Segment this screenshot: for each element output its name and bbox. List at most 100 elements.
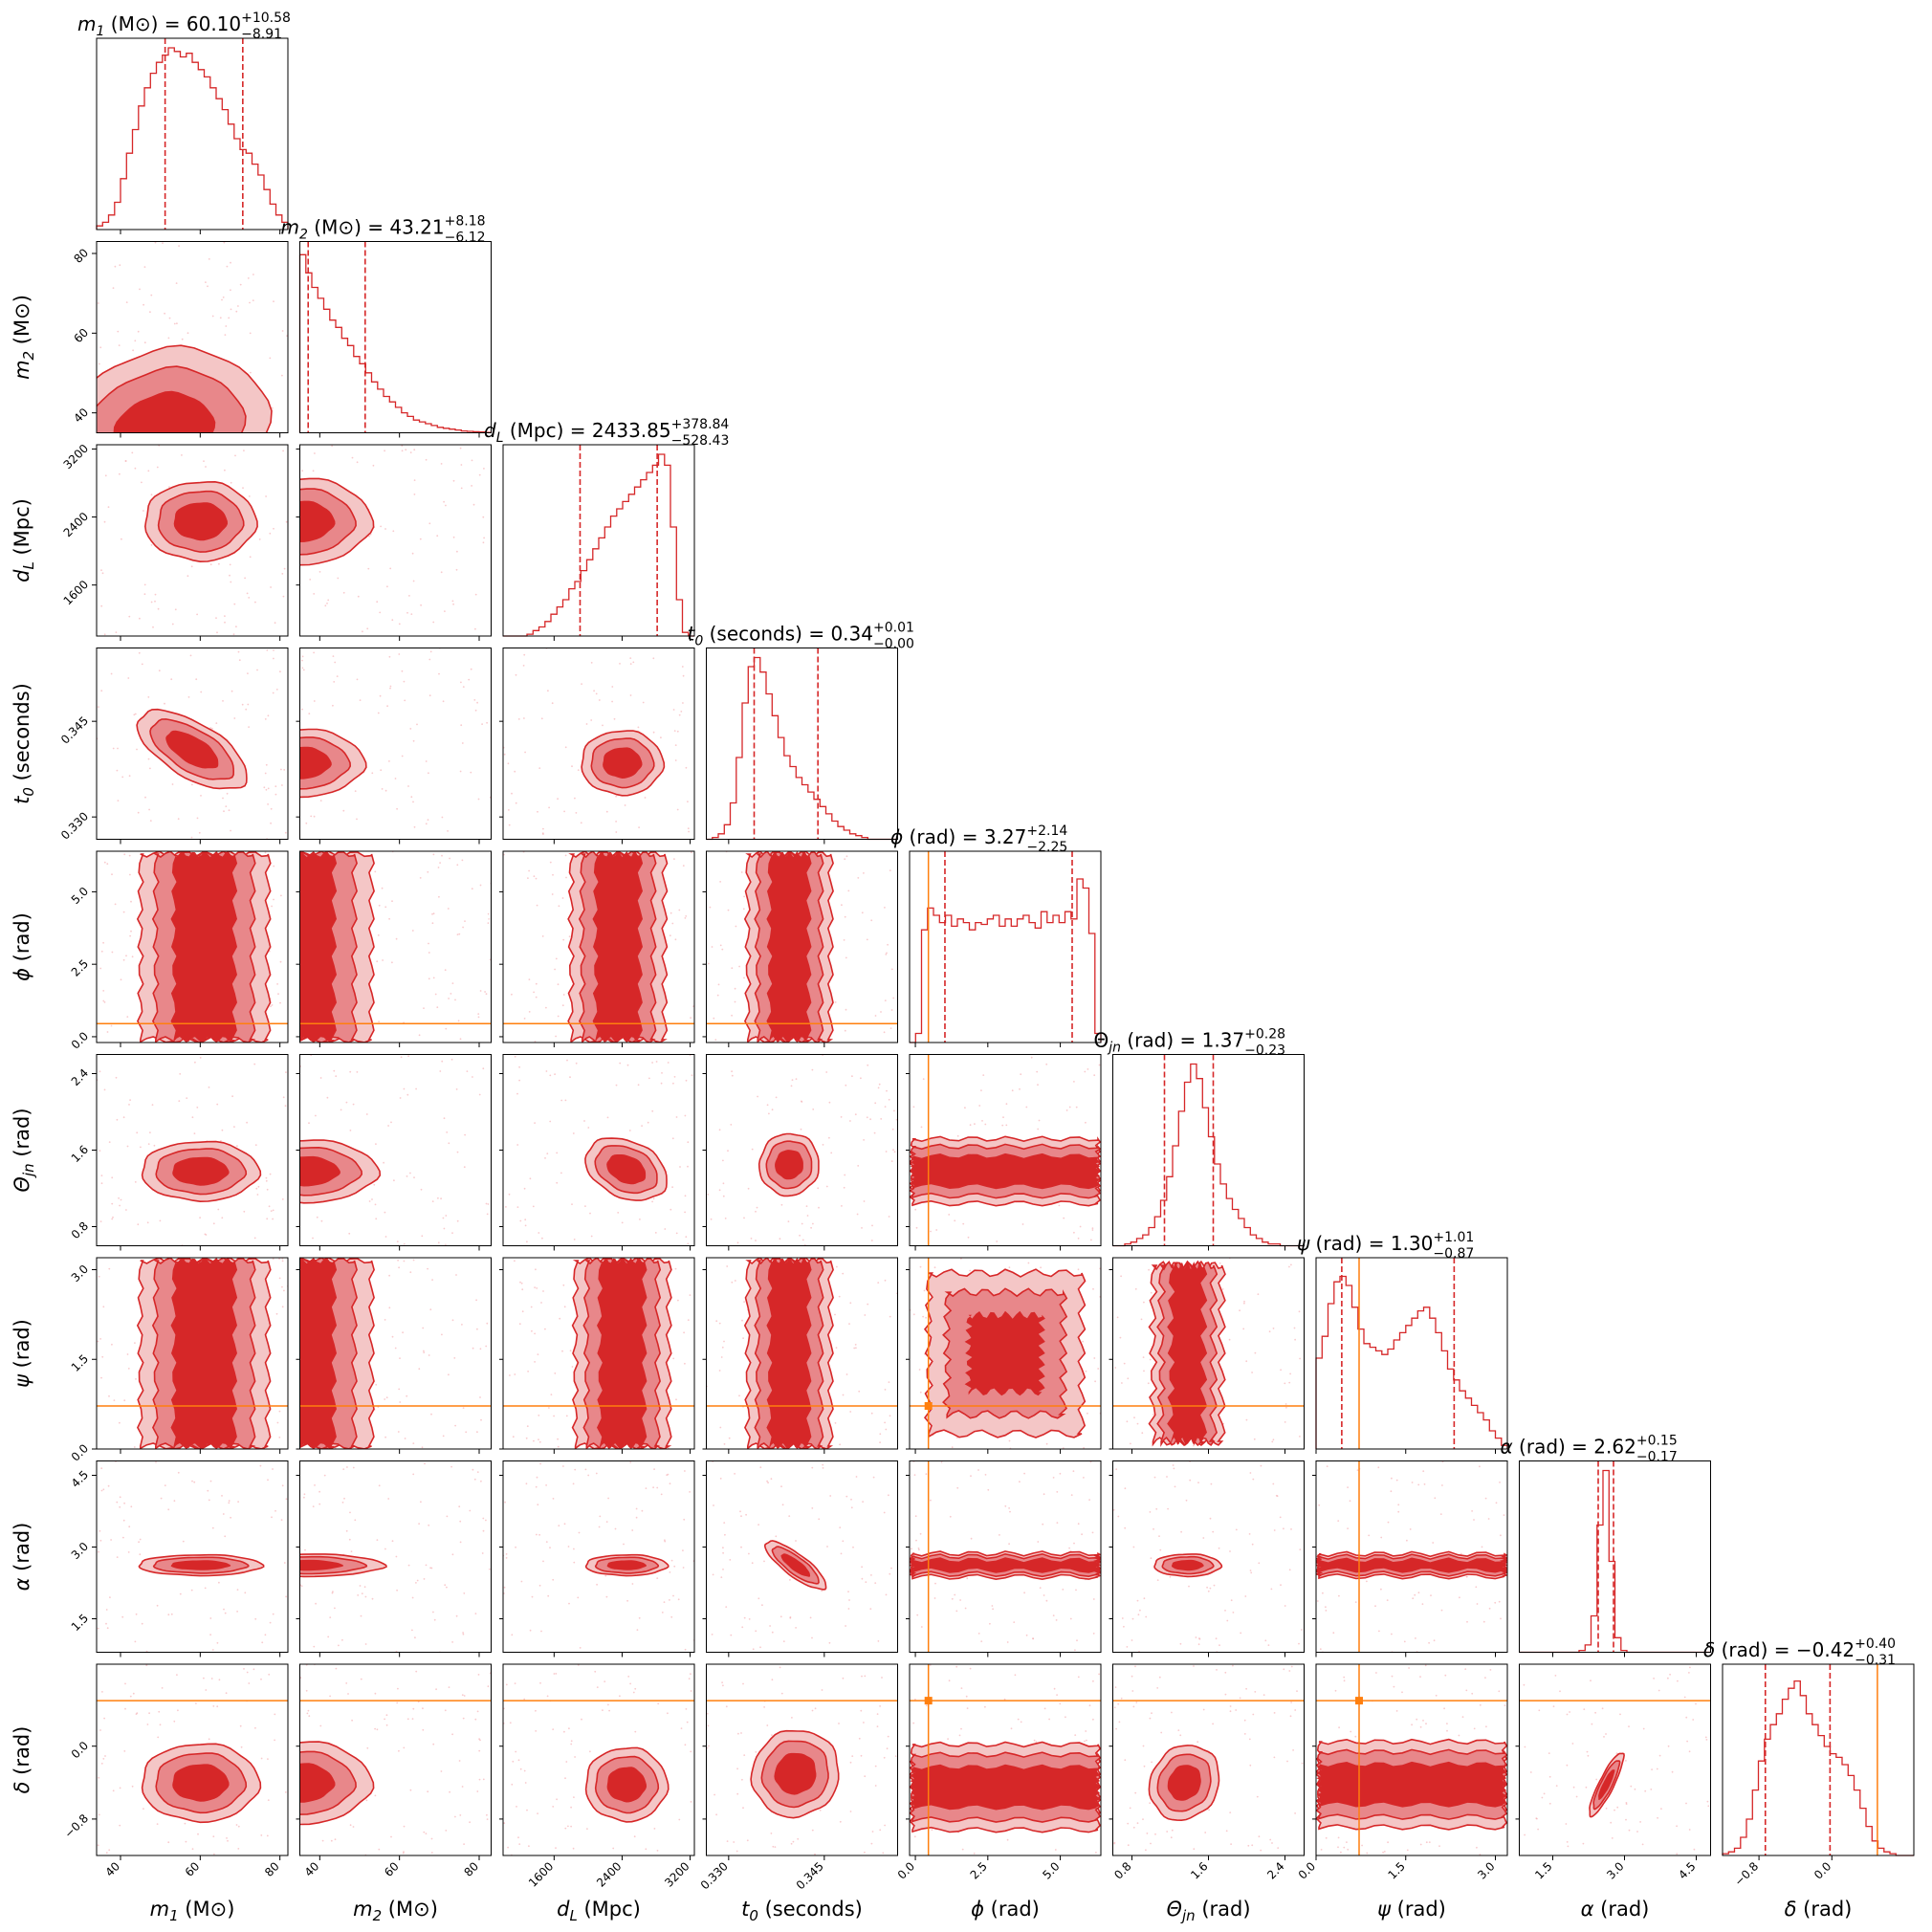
scatter-point (438, 895, 440, 898)
scatter-point (847, 1591, 849, 1592)
scatter-point (836, 1265, 838, 1268)
scatter-point (581, 1718, 582, 1721)
scatter-point (626, 1599, 628, 1602)
scatter-point (1397, 1510, 1400, 1513)
scatter-point (1569, 1711, 1570, 1713)
scatter-point (283, 769, 286, 771)
scatter-point (149, 1131, 151, 1133)
scatter-point (850, 1498, 852, 1501)
scatter-point (589, 1750, 591, 1753)
scatter-point (281, 374, 283, 377)
scatter-point (427, 1267, 428, 1270)
scatter-point (742, 908, 745, 911)
scatter-point (885, 954, 888, 955)
density-contour (910, 1764, 1101, 1811)
scatter-point (884, 1421, 886, 1424)
scatter-point (914, 1208, 917, 1211)
scatter-point (782, 1640, 785, 1642)
scatter-point (406, 1093, 409, 1096)
scatter-point (409, 728, 412, 730)
scatter-point (308, 713, 311, 714)
y-axis-label-4: ϕ (rad) (11, 912, 33, 981)
scatter-point (884, 1389, 887, 1391)
scatter-point (1391, 1633, 1393, 1636)
scatter-point (102, 1488, 105, 1491)
scatter-point (970, 1475, 972, 1478)
scatter-point (835, 1347, 838, 1349)
scatter-point (746, 1839, 749, 1842)
scatter-point (378, 904, 381, 907)
scatter-point (226, 265, 229, 268)
scatter-point (687, 827, 690, 830)
scatter-point (1119, 1336, 1122, 1339)
scatter-point (1180, 1530, 1182, 1533)
scatter-point (1524, 1745, 1526, 1748)
scatter-point (485, 1345, 488, 1348)
scatter-point (205, 466, 207, 468)
scatter-point (549, 861, 552, 864)
scatter-point (462, 1407, 465, 1409)
scatter-point (877, 1640, 880, 1642)
scatter-point (269, 1173, 272, 1175)
scatter-point (825, 1185, 828, 1188)
scatter-point (1294, 1812, 1296, 1814)
scatter-point (1343, 1680, 1346, 1682)
scatter-point (428, 942, 429, 945)
scatter-point (849, 1761, 852, 1764)
panel-α-vs-m2 (296, 1460, 492, 1658)
scatter-point (892, 997, 895, 999)
scatter-point (840, 1552, 843, 1555)
scatter-point (1619, 1713, 1621, 1716)
scatter-point (1294, 1338, 1296, 1341)
scatter-point (1069, 1617, 1072, 1620)
scatter-point (849, 1302, 852, 1305)
scatter-point (1229, 1705, 1232, 1707)
scatter-point (1143, 1301, 1145, 1304)
scatter-point (1481, 1546, 1483, 1548)
scatter-point (555, 1847, 557, 1849)
scatter-point (209, 1634, 212, 1636)
panel-frame (299, 241, 492, 433)
scatter-point (430, 1837, 433, 1840)
scatter-point (1432, 1542, 1435, 1544)
scatter-point (826, 1546, 828, 1548)
scatter-point (770, 1833, 773, 1834)
scatter-point (989, 1622, 991, 1625)
scatter-point (531, 1595, 534, 1598)
scatter-point (281, 1306, 284, 1308)
scatter-point (266, 1834, 269, 1837)
scatter-point (721, 948, 724, 951)
scatter-point (1288, 1265, 1290, 1268)
scatter-point (1131, 1617, 1134, 1620)
scatter-point (431, 912, 433, 915)
scatter-point (476, 1471, 479, 1473)
scatter-point (855, 1476, 858, 1478)
scatter-point (1127, 1822, 1130, 1825)
scatter-point (842, 1540, 845, 1543)
scatter-point (562, 994, 565, 996)
panel-frame (502, 648, 695, 840)
scatter-point (149, 767, 151, 770)
hist-title-0: m1 (M⊙) = 60.10+10.58 −8.91 (77, 11, 291, 42)
scatter-point (1006, 1838, 1009, 1841)
scatter-point (756, 1206, 758, 1209)
scatter-point (507, 1846, 509, 1849)
scatter-point (1653, 1678, 1655, 1680)
scatter-point (1136, 1599, 1139, 1602)
scatter-point (880, 1011, 882, 1013)
scatter-point (237, 650, 240, 653)
scatter-point (313, 700, 316, 702)
scatter-point (634, 1687, 637, 1690)
scatter-point (1603, 1736, 1605, 1738)
scatter-point (220, 1140, 222, 1142)
scatter-point (811, 1636, 813, 1639)
scatter-point (99, 346, 102, 349)
scatter-point (477, 1013, 480, 1015)
scatter-point (641, 1509, 644, 1512)
hist-t0: t0 (seconds) = 0.34+0.01 −0.00 (688, 621, 914, 845)
panel-frame (299, 444, 492, 637)
scatter-point (1174, 1485, 1176, 1488)
panel-frame (706, 850, 898, 1043)
scatter-point (459, 447, 462, 450)
scatter-point (684, 1195, 687, 1197)
